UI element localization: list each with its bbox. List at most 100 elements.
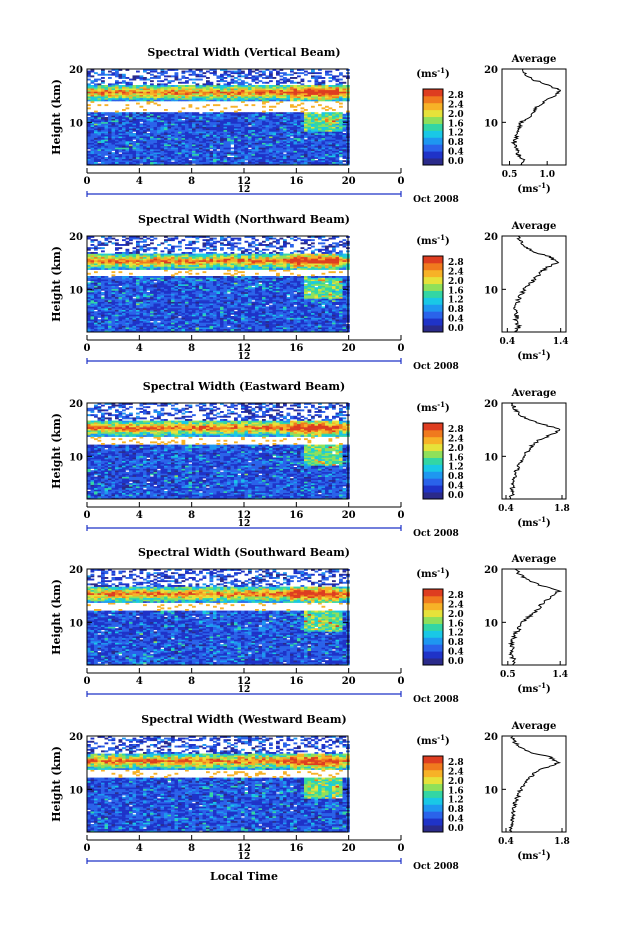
heatmap-cell: [227, 139, 231, 142]
heatmap-cell: [297, 324, 301, 326]
heatmap-cell: [248, 155, 252, 158]
heatmap-cell: [94, 88, 98, 91]
heatmap-cell: [188, 133, 193, 135]
heatmap-cell: [132, 319, 137, 322]
heatmap-cell: [171, 123, 175, 126]
heatmap-cell: [164, 304, 168, 307]
heatmap-cell: [297, 306, 301, 309]
heatmap-cell: [290, 309, 294, 312]
heatmap-cell: [150, 113, 154, 116]
heatmap-cell: [318, 99, 322, 102]
heatmap-cell: [307, 99, 312, 102]
heatmap-cell: [122, 89, 126, 92]
heatmap-cell: [101, 157, 105, 159]
heatmap-cell: [304, 97, 308, 100]
heatmap-cell: [258, 309, 263, 312]
heatmap-cell: [202, 319, 207, 322]
heatmap-cell: [139, 303, 144, 306]
heatmap-cell: [234, 306, 238, 309]
heatmap-cell: [304, 126, 308, 129]
heatmap-cell: [227, 134, 231, 137]
heatmap-cell: [101, 80, 105, 83]
heatmap-cell: [230, 120, 235, 123]
heatmap-cell: [321, 107, 326, 110]
heatmap-cell: [255, 129, 259, 132]
heatmap-cell: [335, 306, 340, 309]
heatmap-cell: [199, 160, 203, 163]
heatmap-cell: [265, 157, 270, 159]
heatmap-cell: [318, 137, 322, 140]
heatmap-cell: [220, 77, 224, 79]
heatmap-cell: [160, 70, 165, 73]
heatmap-cell: [185, 160, 189, 163]
heatmap-cell: [307, 320, 312, 323]
heatmap-cell: [136, 163, 140, 166]
heatmap-cell: [297, 163, 301, 166]
heatmap-cell: [101, 125, 105, 127]
heatmap-cell: [216, 115, 221, 118]
heatmap-cell: [104, 129, 109, 132]
heatmap-cell: [286, 147, 291, 150]
heatmap-cell: [195, 134, 200, 137]
heatmap-cell: [132, 161, 137, 164]
heatmap-cell: [87, 317, 91, 320]
heatmap-cell: [297, 316, 301, 318]
heatmap-cell: [178, 147, 182, 150]
heatmap-cell: [318, 149, 322, 151]
heatmap-cell: [279, 89, 284, 92]
heatmap-cell: [300, 88, 305, 91]
heatmap-cell: [171, 155, 175, 158]
heatmap-cell: [206, 126, 210, 129]
heatmap-cell: [143, 118, 147, 121]
heatmap-cell: [115, 70, 119, 73]
heatmap-cell: [188, 308, 193, 310]
heatmap-cell: [164, 147, 168, 150]
heatmap-cell: [202, 155, 207, 158]
heatmap-cell: [146, 152, 151, 155]
heatmap-cell: [283, 161, 287, 164]
heatmap-cell: [262, 86, 266, 89]
heatmap-cell: [87, 137, 91, 140]
heatmap-cell: [108, 311, 112, 314]
heatmap-cell: [335, 160, 340, 163]
heatmap-cell: [304, 73, 308, 76]
heatmap-cell: [325, 327, 329, 330]
heatmap-cell: [213, 133, 217, 135]
heatmap-cell: [87, 308, 91, 310]
heatmap-cell: [171, 133, 175, 135]
heatmap-cell: [230, 94, 235, 97]
heatmap-cell: [164, 94, 168, 97]
heatmap-cell: [104, 121, 109, 124]
heatmap-cell: [293, 314, 298, 317]
heatmap-cell: [255, 322, 259, 325]
heatmap-cell: [181, 113, 186, 116]
heatmap-cell: [108, 141, 112, 143]
heatmap-cell: [202, 322, 207, 325]
heatmap-cell: [223, 158, 228, 161]
heatmap-cell: [286, 311, 291, 314]
heatmap-cell: [251, 125, 256, 127]
heatmap-cell: [342, 113, 347, 116]
heatmap-cell: [188, 73, 193, 76]
heatmap-cell: [276, 325, 280, 328]
heatmap-cell: [101, 139, 105, 142]
heatmap-cell: [234, 129, 238, 132]
heatmap-cell: [227, 152, 231, 155]
heatmap-cell: [94, 133, 98, 135]
heatmap-cell: [237, 327, 242, 330]
heatmap-cell: [206, 308, 210, 310]
heatmap-cell: [171, 118, 175, 121]
heatmap-cell: [220, 141, 224, 143]
heatmap-cell: [160, 134, 165, 137]
heatmap-cell: [118, 129, 123, 132]
heatmap-cell: [199, 69, 203, 71]
heatmap-cell: [188, 150, 193, 153]
heatmap-cell: [311, 308, 315, 310]
heatmap-cell: [237, 160, 242, 163]
heatmap-cell: [209, 83, 214, 86]
heatmap-cell: [220, 97, 224, 100]
heatmap-cell: [251, 144, 256, 147]
heatmap-cell: [181, 141, 186, 143]
heatmap-cell: [157, 149, 161, 151]
heatmap-cell: [227, 153, 231, 156]
